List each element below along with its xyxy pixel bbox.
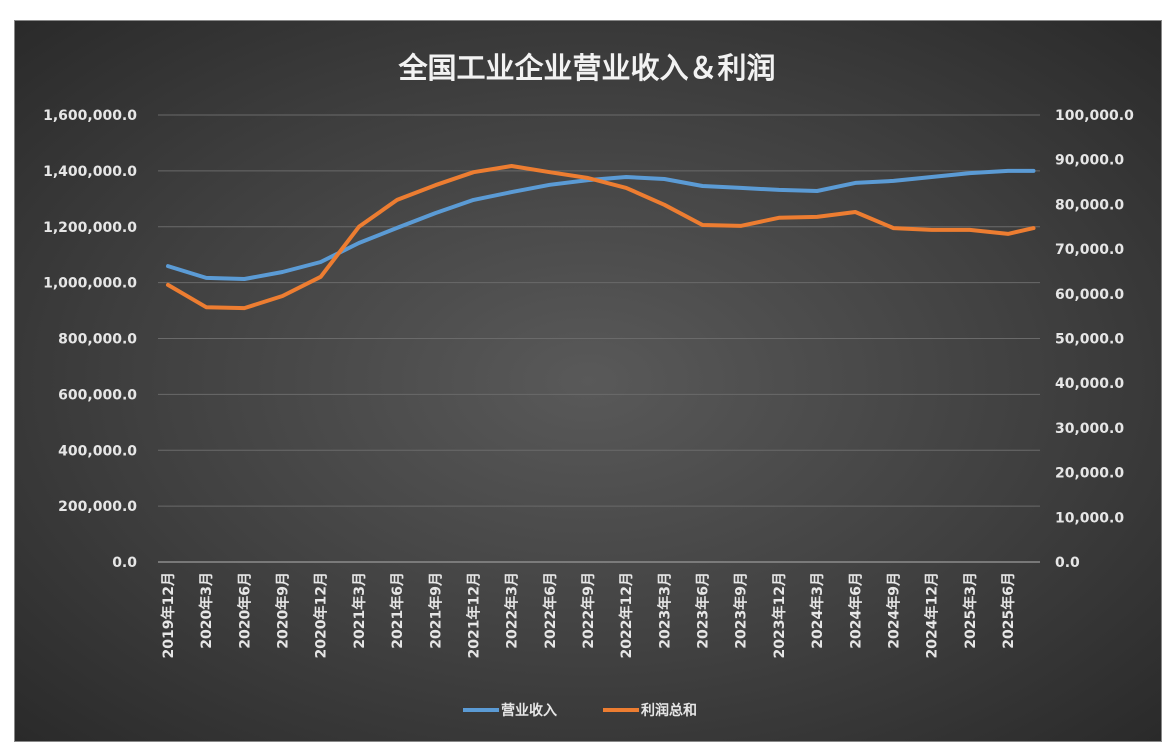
x-tick-label: 2024年9月 [885,572,902,649]
series-line-profit [166,164,1036,311]
x-tick-label: 2024年6月 [847,572,864,649]
x-tick-label: 2021年3月 [351,572,368,649]
x-tick-label: 2020年9月 [275,572,292,649]
series-line-revenue [166,168,1036,281]
chart-title: 全国工业企业营业收入＆利润 [397,51,775,85]
x-tick-label: 2021年6月 [389,572,406,649]
y-right-tick-label: 100,000.0 [1055,108,1134,124]
y-right-tick-label: 10,000.0 [1055,510,1124,526]
x-tick-label: 2024年12月 [924,572,941,658]
x-tick-label: 2025年6月 [1000,572,1017,649]
y-right-tick-label: 50,000.0 [1055,332,1124,348]
x-tick-label: 2020年12月 [313,572,330,658]
y-right-tick-label: 30,000.0 [1055,421,1124,437]
x-tick-label: 2020年3月 [198,572,215,649]
x-tick-label: 2022年6月 [542,572,559,649]
y-left-tick-label: 1,200,000.0 [43,220,137,236]
y-right-tick-label: 60,000.0 [1055,287,1124,303]
x-tick-label: 2023年3月 [656,572,673,649]
x-tick-label: 2020年6月 [236,572,253,649]
x-tick-label: 2022年3月 [504,572,521,649]
x-tick-label: 2022年12月 [618,572,635,658]
y-right-tick-label: 90,000.0 [1055,153,1124,169]
y-right-tick-label: 0.0 [1055,555,1080,571]
y-right-tick-label: 70,000.0 [1055,242,1124,258]
chart-container [14,20,1162,742]
y-right-tick-label: 40,000.0 [1055,376,1124,392]
x-tick-label: 2024年3月 [809,572,826,649]
y-left-tick-label: 200,000.0 [58,499,137,515]
x-tick-label: 2023年12月 [771,572,788,658]
x-tick-label: 2021年12月 [465,572,482,658]
y-left-tick-label: 1,600,000.0 [43,108,137,124]
legend-label: 利润总和 [641,702,697,719]
y-left-tick-label: 0.0 [112,555,137,571]
y-right-tick-label: 80,000.0 [1055,197,1124,213]
y-right-tick-label: 20,000.0 [1055,466,1124,482]
y-left-tick-label: 1,400,000.0 [43,164,137,180]
y-left-tick-label: 1,000,000.0 [43,276,137,292]
x-tick-label: 2023年6月 [695,572,712,649]
legend-label: 营业收入 [501,702,557,719]
x-tick-label: 2019年12月 [160,572,177,658]
x-tick-label: 2023年9月 [733,572,750,649]
y-left-tick-label: 600,000.0 [58,387,137,403]
y-left-tick-label: 400,000.0 [58,443,137,459]
x-tick-label: 2021年9月 [427,572,444,649]
x-tick-label: 2022年9月 [580,572,597,649]
x-tick-label: 2025年3月 [962,572,979,649]
y-left-tick-label: 800,000.0 [58,332,137,348]
